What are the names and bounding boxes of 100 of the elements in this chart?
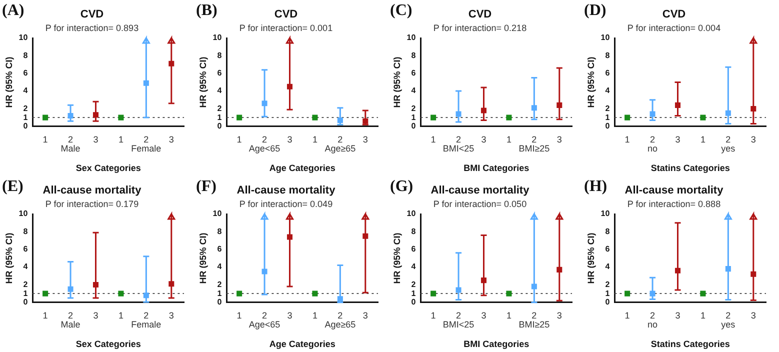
x-tick-label: 3 bbox=[168, 310, 174, 320]
x-tick-label: 2 bbox=[338, 134, 343, 144]
point bbox=[168, 60, 174, 66]
point bbox=[674, 102, 681, 108]
y-tick-label: 4 bbox=[23, 86, 28, 96]
y-tick-label: 1 bbox=[23, 112, 28, 122]
y-tick-label: 6 bbox=[411, 68, 416, 78]
x-tick-label: 1 bbox=[118, 310, 124, 320]
y-tick-label: 1 bbox=[217, 288, 222, 298]
point bbox=[700, 114, 706, 120]
point bbox=[168, 281, 174, 287]
text: Age≥65 bbox=[324, 319, 356, 330]
x-tick-label: 3 bbox=[362, 310, 368, 320]
point bbox=[750, 271, 756, 277]
point bbox=[312, 290, 318, 296]
chart-title: All-cause mortality bbox=[624, 184, 724, 197]
point bbox=[118, 114, 124, 120]
y-tick-label: 0 bbox=[23, 298, 28, 307]
y-tick-label: 6 bbox=[411, 244, 416, 254]
y-tick-label: 6 bbox=[605, 244, 610, 254]
y-tick-label: 1 bbox=[411, 112, 416, 122]
y-tick-label: 10 bbox=[600, 33, 610, 42]
x-tick-label: 1 bbox=[312, 310, 318, 320]
y-tick-label: 10 bbox=[600, 209, 610, 218]
y-tick-label: 10 bbox=[406, 209, 416, 218]
point bbox=[531, 284, 537, 290]
point bbox=[362, 118, 368, 124]
text: Female bbox=[131, 143, 162, 154]
y-tick-label: 2 bbox=[411, 280, 416, 289]
text: no bbox=[648, 143, 658, 154]
y-tick-label: 2 bbox=[411, 104, 416, 113]
chart-subtitle: P for interaction= 0.179 bbox=[45, 199, 139, 210]
x-tick-label: 3 bbox=[287, 134, 292, 144]
chart-subtitle: P for interaction= 0.888 bbox=[627, 199, 721, 210]
y-tick-label: 6 bbox=[23, 68, 28, 78]
x-tick-label: 1 bbox=[624, 310, 630, 320]
y-tick-label: 4 bbox=[217, 262, 222, 272]
y-tick-label: 6 bbox=[217, 244, 222, 254]
x-tick-label: 1 bbox=[700, 134, 706, 144]
y-axis-title: HR (95% CI) bbox=[198, 232, 208, 284]
x-tick-label: 3 bbox=[93, 134, 98, 144]
y-tick-label: 10 bbox=[212, 209, 222, 218]
y-tick-label: 1 bbox=[411, 288, 416, 298]
point bbox=[143, 80, 149, 86]
point bbox=[456, 287, 462, 293]
x-tick-label: 1 bbox=[506, 310, 512, 320]
y-tick-label: 8 bbox=[23, 50, 28, 60]
y-tick-label: 10 bbox=[406, 33, 416, 42]
y-axis-title: HR (95% CI) bbox=[4, 232, 14, 284]
chart-title: All-cause mortality bbox=[42, 184, 142, 197]
x-tick-label: 3 bbox=[287, 310, 292, 320]
y-tick-label: 10 bbox=[212, 33, 222, 42]
y-tick-label: 8 bbox=[411, 50, 416, 60]
x-tick-label: 1 bbox=[700, 310, 706, 320]
y-tick-label: 8 bbox=[605, 50, 610, 60]
y-tick-label: 0 bbox=[605, 298, 610, 307]
y-tick-label: 4 bbox=[605, 86, 610, 96]
chart-subtitle: P for interaction= 0.893 bbox=[45, 23, 139, 34]
chart-title: CVD bbox=[274, 8, 298, 21]
chart-title: CVD bbox=[80, 8, 104, 21]
point bbox=[337, 296, 343, 302]
point bbox=[42, 290, 48, 296]
x-axis-title: Statins Categories bbox=[650, 339, 730, 350]
x-tick-label: 1 bbox=[430, 134, 436, 144]
x-tick-label: 1 bbox=[506, 134, 512, 144]
point bbox=[118, 290, 124, 296]
point bbox=[337, 117, 343, 123]
y-tick-label: 2 bbox=[23, 104, 28, 113]
x-tick-label: 2 bbox=[726, 134, 731, 144]
text: BMI<25 bbox=[442, 143, 474, 154]
text: (E) bbox=[2, 178, 24, 196]
text: yes bbox=[721, 319, 736, 330]
x-tick-label: 2 bbox=[68, 134, 74, 144]
text: Age<65 bbox=[248, 143, 280, 154]
chart-title: All-cause mortality bbox=[236, 184, 336, 197]
x-tick-label: 3 bbox=[750, 134, 756, 144]
x-tick-label: 3 bbox=[556, 134, 562, 144]
point bbox=[700, 290, 706, 296]
point bbox=[236, 290, 242, 296]
x-tick-label: 1 bbox=[624, 134, 630, 144]
text: BMI<25 bbox=[442, 319, 474, 330]
text: yes bbox=[721, 143, 736, 154]
point bbox=[556, 102, 562, 108]
y-tick-label: 1 bbox=[217, 112, 222, 122]
x-tick-label: 1 bbox=[236, 134, 242, 144]
chart-subtitle: P for interaction= 0.049 bbox=[239, 199, 333, 210]
text: (A) bbox=[2, 2, 24, 20]
chart-subtitle: P for interaction= 0.050 bbox=[433, 199, 527, 210]
point bbox=[624, 290, 630, 296]
text: (F) bbox=[196, 178, 216, 196]
y-tick-label: 2 bbox=[605, 104, 610, 113]
text: BMI≥25 bbox=[518, 319, 550, 330]
text: (G) bbox=[390, 178, 414, 196]
y-tick-label: 4 bbox=[217, 86, 222, 96]
x-tick-label: 1 bbox=[430, 310, 436, 320]
point bbox=[430, 290, 436, 296]
y-tick-label: 0 bbox=[605, 122, 610, 131]
text: Male bbox=[60, 143, 80, 154]
x-axis-title: Age Categories bbox=[269, 339, 336, 350]
x-axis-title: Age Categories bbox=[269, 163, 336, 174]
